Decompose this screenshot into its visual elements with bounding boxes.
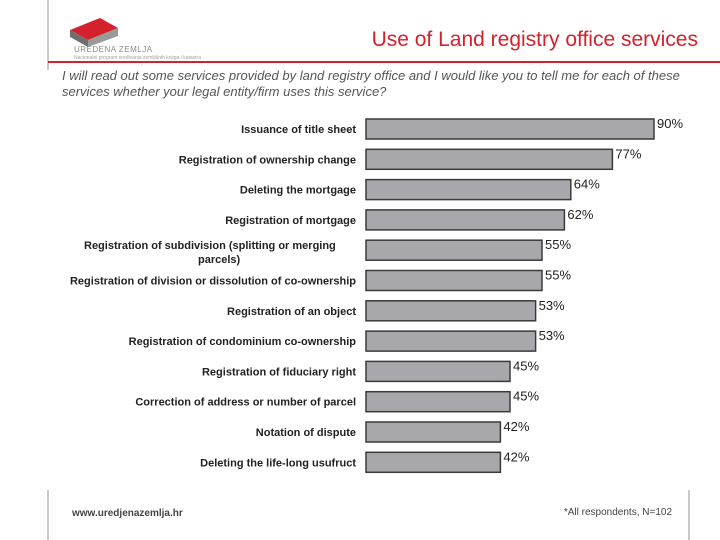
value-label-10: 42% (503, 419, 529, 434)
value-label-1: 77% (615, 146, 641, 161)
survey-question: I will read out some services provided b… (62, 68, 680, 99)
bar-0 (365, 118, 655, 140)
bar-11 (365, 451, 502, 474)
value-label-9: 45% (513, 389, 539, 404)
category-label-0: Issuance of title sheet (241, 124, 356, 136)
logo-icon (70, 18, 118, 47)
bar-chart: Issuance of title sheet 90% Registration o… (70, 116, 683, 474)
value-label-11: 42% (503, 449, 529, 464)
left-rule-bottom (47, 490, 49, 540)
footer-note: *All respondents, N=102 (563, 507, 672, 518)
category-label-7: Registration of condominium co-ownership (129, 336, 357, 348)
bar-9 (365, 390, 511, 413)
value-label-2: 64% (574, 177, 600, 192)
bar-1 (365, 148, 614, 171)
value-label-0: 90% (657, 116, 683, 131)
bar-2 (365, 178, 572, 201)
value-label-5: 55% (545, 268, 571, 283)
category-label-11: Deleting the life-long usufruct (200, 457, 356, 469)
bar-8 (365, 360, 511, 383)
category-label-3: Registration of mortgage (225, 215, 356, 227)
logo-subtext: Nacionalni program sređivanja zemljišnih… (74, 55, 202, 61)
value-label-7: 53% (539, 328, 565, 343)
value-label-6: 53% (539, 298, 565, 313)
category-label-5: Registration of division or dissolution … (70, 276, 356, 288)
value-label-8: 45% (513, 358, 539, 373)
left-rule-top (47, 0, 49, 70)
bar-7 (365, 330, 537, 352)
category-label-10: Notation of dispute (256, 427, 356, 439)
title-divider (48, 61, 720, 63)
bar-6 (365, 300, 537, 322)
bar-5 (365, 269, 543, 292)
value-label-3: 62% (567, 207, 593, 222)
category-label-9: Correction of address or number of parce… (135, 397, 356, 409)
category-label-4: Registration of subdivision (splitting o… (84, 240, 336, 266)
category-label-2: Deleting the mortgage (240, 185, 356, 197)
logo-text: UREDENA ZEMLJA (74, 45, 153, 54)
right-rule-bottom (688, 490, 690, 540)
bar-4 (365, 239, 543, 261)
footer-url[interactable]: www.uredjenazemlja.hr (72, 508, 183, 519)
bar-10 (365, 421, 502, 443)
category-label-6: Registration of an object (227, 306, 356, 318)
value-label-4: 55% (545, 237, 571, 252)
category-label-1: Registration of ownership change (179, 154, 356, 166)
page-title: Use of Land registry office services (371, 28, 698, 51)
category-label-8: Registration of fiduciary right (202, 366, 356, 378)
bar-3 (365, 209, 566, 231)
